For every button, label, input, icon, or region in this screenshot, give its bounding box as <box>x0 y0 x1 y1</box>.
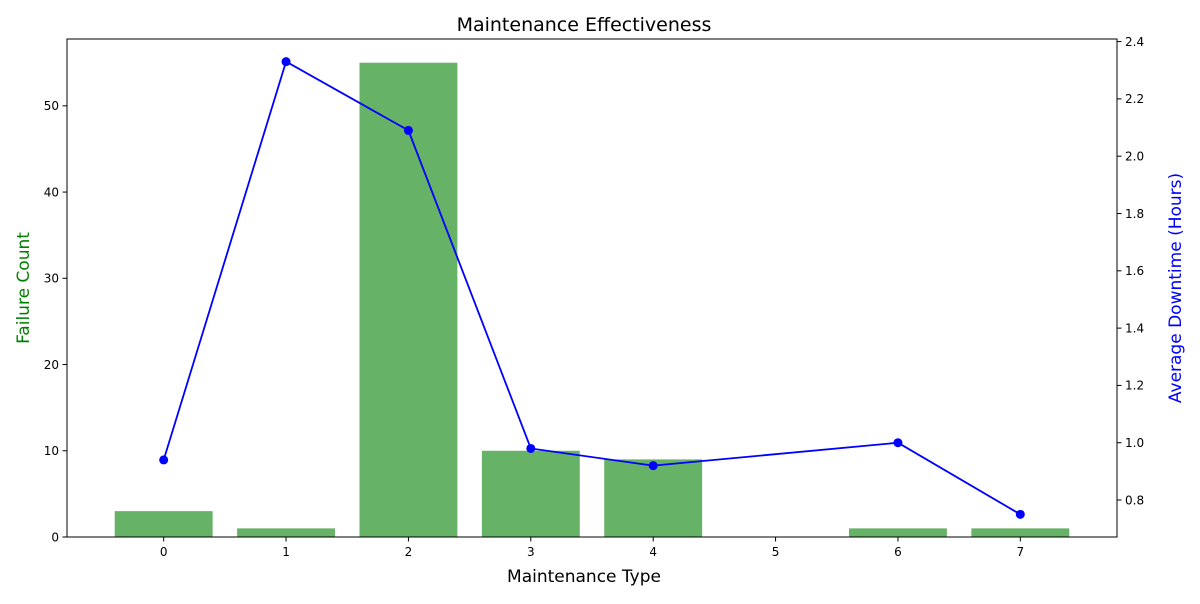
bar-2 <box>359 62 458 537</box>
x-tick-label-0: 0 <box>160 545 168 559</box>
y2-tick-label-4: 1.6 <box>1125 264 1144 278</box>
x-tick-label-4: 4 <box>649 545 657 559</box>
x-tick-label-7: 7 <box>1017 545 1025 559</box>
y2-tick-label-7: 2.2 <box>1125 92 1144 106</box>
y-tick-label-0: 0 <box>51 530 59 544</box>
downtime-point-7 <box>1015 509 1025 519</box>
x-tick-label-1: 1 <box>282 545 290 559</box>
bar-6 <box>848 528 947 537</box>
y2-tick-label-0: 0.8 <box>1125 493 1144 507</box>
y2-tick-label-3: 1.4 <box>1125 321 1144 335</box>
downtime-point-1 <box>281 57 291 67</box>
y-tick-label-10: 10 <box>44 444 59 458</box>
x-tick-label-6: 6 <box>894 545 902 559</box>
y-tick-label-30: 30 <box>44 272 59 286</box>
bar-4 <box>604 459 703 537</box>
y-axis-label: Failure Count <box>14 232 34 344</box>
labels-layer: Maintenance Effectiveness Maintenance Ty… <box>14 14 1186 587</box>
downtime-point-4 <box>648 461 658 471</box>
bar-1 <box>237 528 336 537</box>
chart-title: Maintenance Effectiveness <box>457 14 712 36</box>
downtime-point-0 <box>159 455 169 465</box>
y2-tick-label-1: 1.0 <box>1125 436 1144 450</box>
y2-tick-label-2: 1.2 <box>1125 379 1144 393</box>
x-tick-label-2: 2 <box>405 545 413 559</box>
plot-frame <box>66 38 1118 538</box>
y2-axis-label: Average Downtime (Hours) <box>1166 173 1186 403</box>
bars-layer <box>114 62 1070 537</box>
y-tick-label-40: 40 <box>44 185 59 199</box>
downtime-line <box>162 60 1021 516</box>
y2-tick-label-6: 2.0 <box>1125 149 1144 163</box>
line-layer <box>159 57 1025 519</box>
downtime-point-6 <box>893 438 903 448</box>
bar-0 <box>114 511 213 537</box>
x-tick-label-3: 3 <box>527 545 535 559</box>
y2-tick-label-8: 2.4 <box>1125 35 1144 49</box>
x-tick-label-5: 5 <box>772 545 780 559</box>
downtime-point-2 <box>403 125 413 135</box>
bar-7 <box>971 528 1070 537</box>
y-tick-label-20: 20 <box>44 358 59 372</box>
y2-tick-label-5: 1.8 <box>1125 207 1144 221</box>
downtime-point-3 <box>526 443 536 453</box>
bar-3 <box>481 450 580 537</box>
x-axis-label: Maintenance Type <box>507 567 661 587</box>
axes-layer: 0 1 2 3 4 5 6 7 0 10 20 30 40 50 0.8 1.0 1.2 1.4 1.6 1.8 2.0… <box>44 35 1144 559</box>
y-tick-label-50: 50 <box>44 99 59 113</box>
